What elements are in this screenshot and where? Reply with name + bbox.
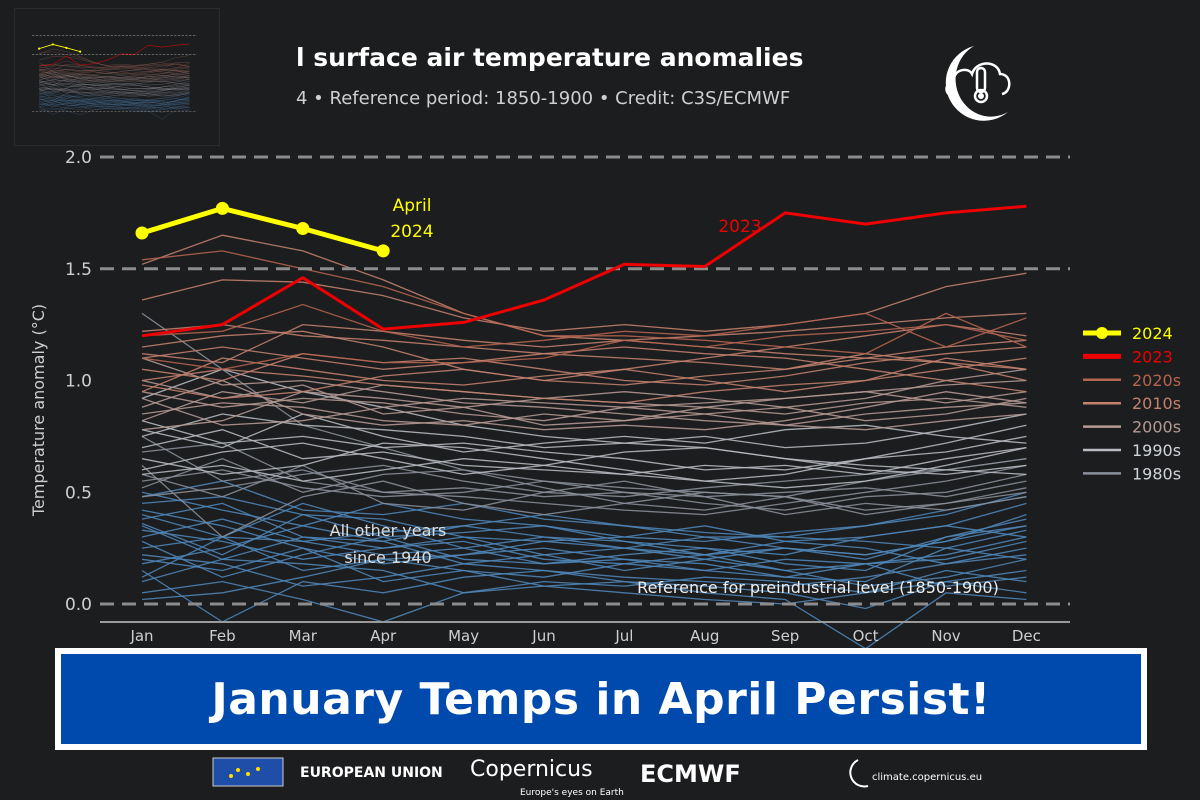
chart-thumbnail-image	[15, 9, 219, 145]
series-line-1980s	[141, 464, 1027, 511]
headline-banner: January Temps in April Persist!	[55, 648, 1147, 750]
series-line-2000s	[141, 368, 1027, 415]
series-line-other	[141, 536, 1027, 587]
series-line-1990s	[141, 424, 1027, 482]
series-line-other	[141, 558, 1027, 605]
series-line-1990s	[141, 446, 1027, 489]
point-2024	[135, 226, 149, 240]
annotation-2024: 2024	[390, 222, 433, 242]
chart-subtitle: 4 • Reference period: 1850-1900 • Credit…	[296, 88, 790, 109]
series-line-1980s	[141, 435, 1027, 516]
series-line-1980s	[141, 442, 1027, 516]
eu-flag-logo	[212, 757, 284, 787]
series-line-1990s	[141, 420, 1027, 476]
legend-label-2024: 2024	[1132, 324, 1173, 343]
x-tick-label: Oct	[853, 627, 879, 645]
x-tick-label: Feb	[209, 627, 236, 645]
x-tick-label: Sep	[771, 627, 799, 645]
series-line-1990s	[141, 413, 1027, 449]
series-line-2010s	[141, 346, 1027, 386]
series-line-other	[141, 525, 1027, 578]
y-axis-label: Temperature anomaly (°C)	[29, 304, 48, 517]
x-tick-label: Jun	[531, 627, 555, 645]
series-line-other	[141, 491, 1027, 543]
legend: 2024 2023 2020s 2010s 2000s 1990s 1980s	[1083, 324, 1181, 483]
legend-label-1990s: 1990s	[1132, 441, 1181, 460]
series-line-other	[141, 480, 1027, 538]
climate-url: climate.copernicus.eu	[872, 772, 982, 783]
point-2024	[296, 222, 310, 236]
y-tick-label: 0.0	[65, 595, 92, 615]
legend-label-2010s: 2010s	[1132, 394, 1181, 413]
series-line-1990s	[141, 413, 1027, 453]
annotation-reference: Reference for preindustrial level (1850-…	[637, 578, 999, 597]
series-line-other	[141, 513, 1027, 572]
x-tick-label: Jul	[614, 627, 633, 645]
footer-logos: EUROPEAN UNION Copernicus Europe's eyes …	[212, 757, 982, 798]
series-line-2024	[141, 205, 384, 254]
legend-label-1980s: 1980s	[1132, 464, 1181, 483]
series-line-2000s	[141, 397, 1027, 431]
series-line-2010s	[141, 323, 1027, 370]
x-tick-label: Jan	[129, 627, 153, 645]
series-line-2010s	[141, 312, 1027, 364]
y-tick-label: 0.5	[65, 483, 92, 503]
headline-banner-inner: January Temps in April Persist!	[61, 654, 1141, 744]
headline-text: January Temps in April Persist!	[211, 673, 991, 725]
legend-marker-2024	[1096, 327, 1108, 339]
annotation-april: April	[393, 196, 432, 216]
y-tick-label: 1.5	[65, 260, 92, 280]
cloud-thermometer-icon	[945, 46, 1011, 121]
annotation-other-years: All other years	[330, 521, 447, 540]
series-line-other	[141, 509, 1027, 565]
series-line-2010s	[141, 272, 1027, 332]
climate-logo-icon	[849, 759, 869, 788]
legend-label-2023: 2023	[1132, 347, 1173, 366]
series-line-2010s	[141, 234, 1027, 370]
series-line-other	[141, 525, 1027, 587]
series-line-2000s	[141, 397, 1027, 426]
series-line-other	[141, 558, 1027, 594]
x-tick-label: Apr	[370, 627, 397, 645]
copernicus-tagline: Europe's eyes on Earth	[520, 788, 624, 798]
x-tick-label: Mar	[289, 627, 318, 645]
annotation-since-1940: since 1940	[344, 548, 431, 567]
annotation-2023: 2023	[718, 217, 761, 237]
series-line-2000s	[141, 379, 1027, 422]
chart-thumbnail	[15, 9, 219, 145]
eu-label: EUROPEAN UNION	[300, 765, 443, 781]
series-line-2010s	[141, 357, 1027, 393]
series-line-2010s	[141, 357, 1027, 404]
series-line-other	[141, 536, 1027, 583]
y-tick-label: 1.0	[65, 372, 92, 392]
series-line-other	[141, 502, 1027, 549]
series-line-other	[141, 547, 1027, 587]
series-line-2000s	[141, 391, 1027, 431]
series-line-1980s	[141, 312, 1027, 498]
series-line-2000s	[141, 379, 1027, 431]
legend-label-2020s: 2020s	[1132, 371, 1181, 390]
series-line-other	[141, 513, 1027, 556]
copernicus-logo: Copernicus	[470, 757, 593, 782]
ecmwf-logo: ECMWF	[640, 760, 741, 788]
series-line-1990s	[141, 442, 1027, 476]
series-line-1990s	[141, 429, 1027, 476]
series-line-2023	[141, 204, 1027, 338]
series-line-other	[141, 540, 1027, 583]
y-tick-label: 2.0	[65, 148, 92, 168]
point-2024	[376, 244, 390, 258]
x-tick-label: Nov	[931, 627, 960, 645]
point-2024	[215, 201, 229, 215]
series-line-1980s	[141, 458, 1027, 516]
series-line-2010s	[141, 353, 1027, 400]
x-tick-label: May	[448, 627, 479, 645]
x-tick-label: Aug	[690, 627, 719, 645]
series-line-2020s	[141, 303, 1027, 348]
legend-label-2000s: 2000s	[1132, 418, 1181, 437]
series-line-1980s	[141, 464, 1027, 538]
x-tick-label: Dec	[1012, 627, 1041, 645]
chart-title: l surface air temperature anomalies	[296, 43, 803, 72]
series-line-2020s	[141, 323, 1027, 370]
series-line-2000s	[141, 357, 1027, 426]
